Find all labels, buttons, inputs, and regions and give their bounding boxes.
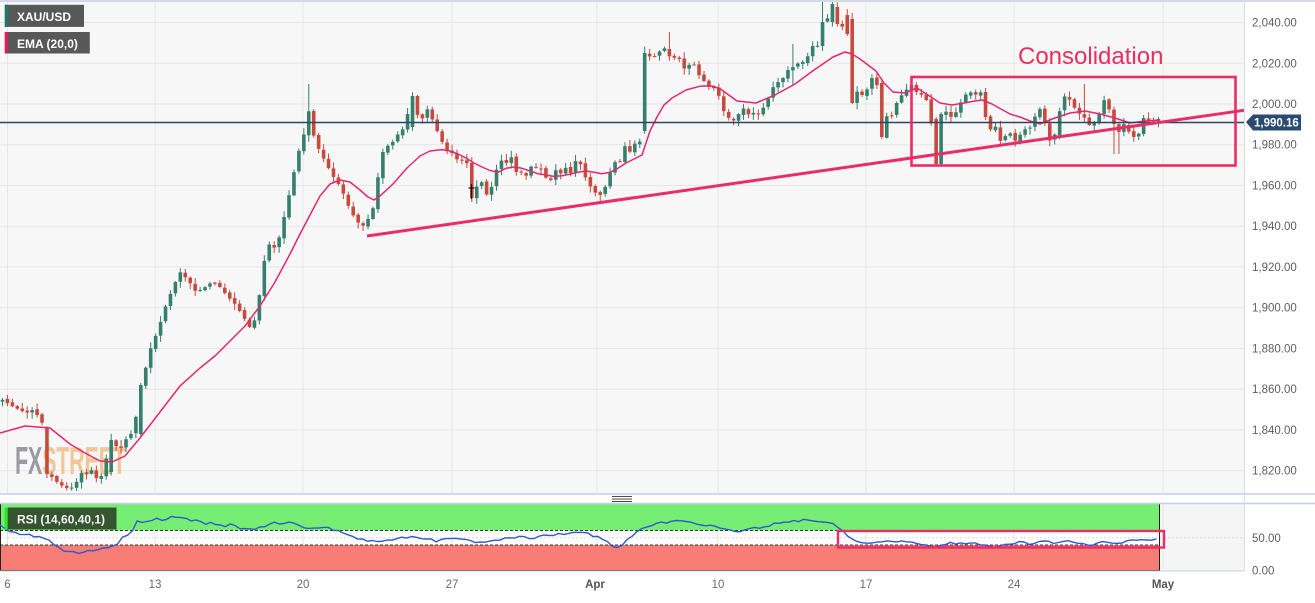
svg-text:20: 20 <box>297 579 310 591</box>
svg-text:May: May <box>1152 579 1175 591</box>
svg-text:1,840.00: 1,840.00 <box>1252 425 1297 437</box>
svg-text:1,920.00: 1,920.00 <box>1252 262 1297 274</box>
svg-text:1,980.00: 1,980.00 <box>1252 140 1297 152</box>
svg-text:1,940.00: 1,940.00 <box>1252 221 1297 233</box>
svg-text:13: 13 <box>149 579 162 591</box>
svg-text:24: 24 <box>1008 579 1021 591</box>
svg-text:1,900.00: 1,900.00 <box>1252 303 1297 315</box>
svg-text:1,990.16: 1,990.16 <box>1254 118 1299 130</box>
svg-text:EMA (20,0): EMA (20,0) <box>17 37 78 51</box>
svg-text:2,020.00: 2,020.00 <box>1252 58 1297 70</box>
svg-text:RSI (14,60,40,1): RSI (14,60,40,1) <box>17 513 105 527</box>
svg-text:10: 10 <box>712 579 725 591</box>
svg-text:27: 27 <box>446 579 459 591</box>
svg-text:0.00: 0.00 <box>1252 565 1274 577</box>
svg-text:Apr: Apr <box>585 579 605 591</box>
svg-text:1,960.00: 1,960.00 <box>1252 181 1297 193</box>
svg-text:2,000.00: 2,000.00 <box>1252 99 1297 111</box>
svg-text:1,820.00: 1,820.00 <box>1252 466 1297 478</box>
svg-text:50.00: 50.00 <box>1252 533 1281 545</box>
svg-text:1,860.00: 1,860.00 <box>1252 384 1297 396</box>
svg-text:2,040.00: 2,040.00 <box>1252 18 1297 30</box>
svg-text:Consolidation: Consolidation <box>1018 43 1163 70</box>
svg-text:17: 17 <box>860 579 873 591</box>
svg-text:1,880.00: 1,880.00 <box>1252 343 1297 355</box>
svg-text:XAU/USD: XAU/USD <box>17 10 71 24</box>
svg-text:6: 6 <box>4 579 10 591</box>
